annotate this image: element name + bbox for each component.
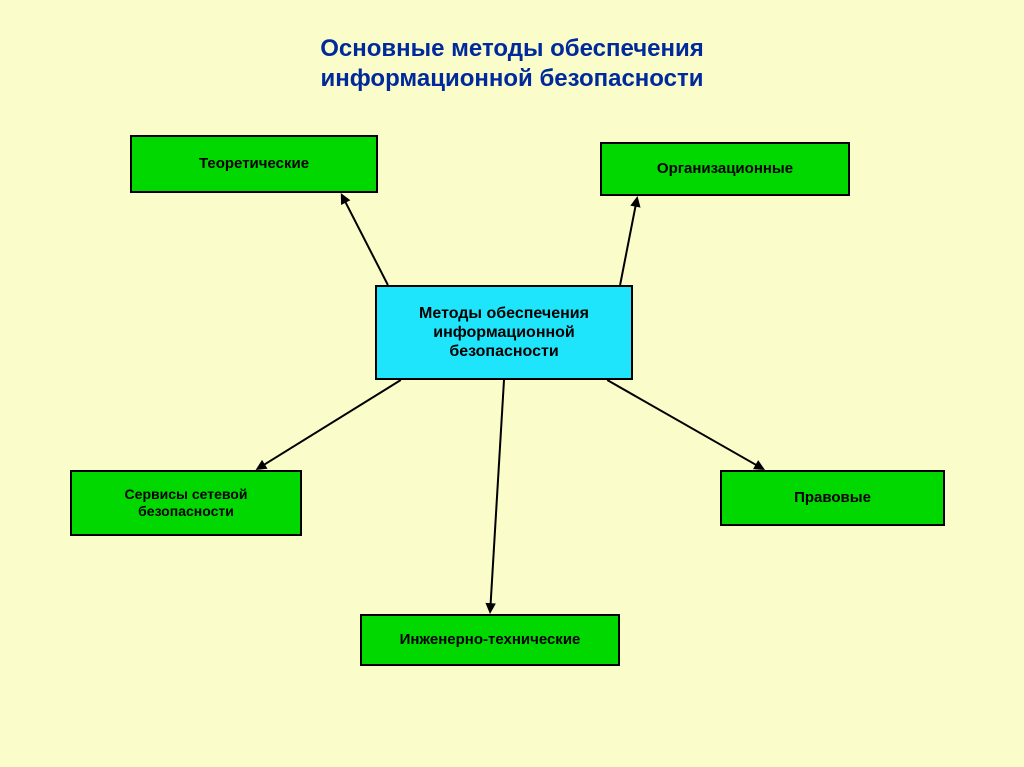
node-theory: Теоретические bbox=[130, 135, 378, 193]
node-netsec: Сервисы сетевой безопасности bbox=[70, 470, 302, 536]
node-legal: Правовые bbox=[720, 470, 945, 526]
node-org: Организационные bbox=[600, 142, 850, 196]
node-center: Методы обеспечения информационной безопа… bbox=[375, 285, 633, 380]
diagram-title: Основные методы обеспечения информационн… bbox=[0, 34, 1024, 94]
node-engtech: Инженерно-технические bbox=[360, 614, 620, 666]
diagram-canvas: Основные методы обеспечения информационн… bbox=[0, 0, 1024, 767]
